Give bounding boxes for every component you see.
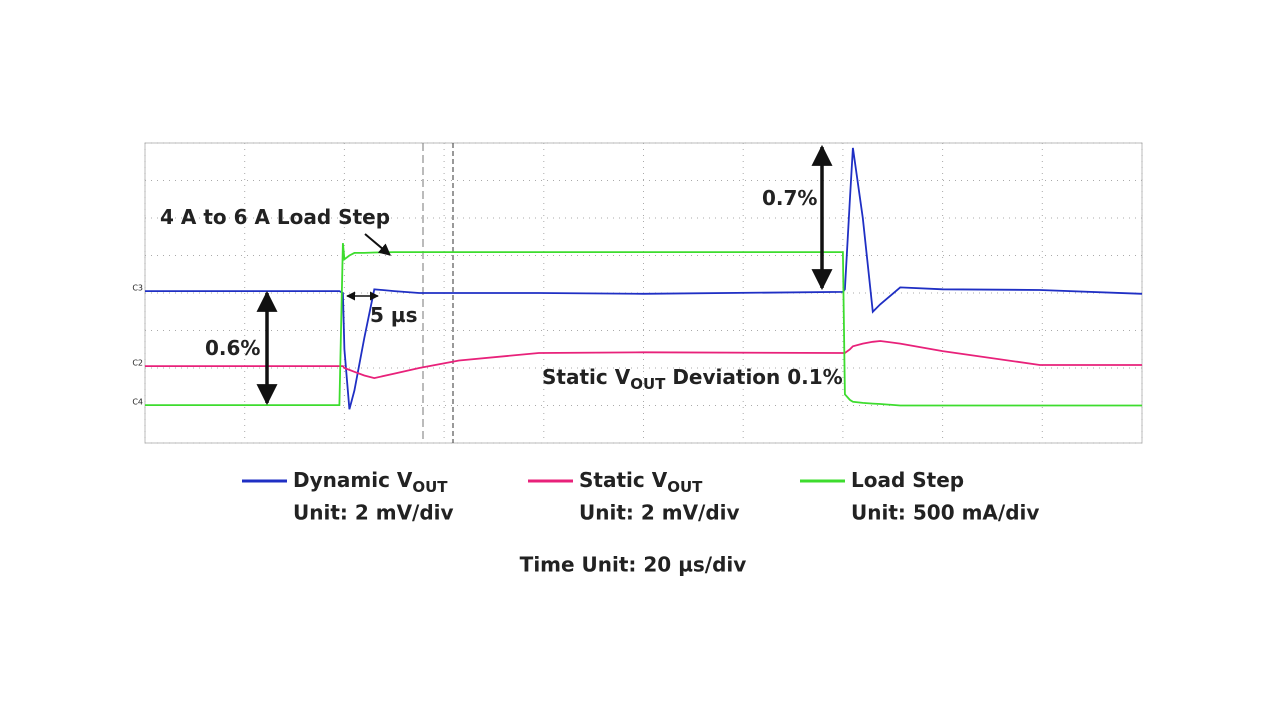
- trace: [145, 243, 1142, 407]
- traces: [145, 147, 1143, 410]
- text-part: Static V: [579, 468, 668, 492]
- label: 0.7%: [762, 186, 817, 210]
- subscript: OUT: [412, 478, 448, 496]
- text-part: 0.6%: [205, 336, 260, 360]
- arrows: [256, 144, 833, 406]
- label: Static VOUT Deviation 0.1%: [542, 365, 843, 393]
- label: 4 A to 6 A Load Step: [160, 205, 390, 229]
- arrow: [364, 233, 391, 256]
- subscript: OUT: [630, 375, 666, 393]
- legend-unit: Unit: 2 mV/div: [293, 501, 454, 525]
- x-axis-label: Time Unit: 20 µs/div: [520, 553, 747, 577]
- channel-label: C4: [132, 398, 143, 407]
- label: Dynamic VOUT: [293, 468, 448, 496]
- subscript: OUT: [667, 478, 703, 496]
- text-part: 4 A to 6 A Load Step: [160, 205, 390, 229]
- legend-unit: Unit: 500 mA/div: [851, 501, 1039, 525]
- channel-label: C3: [132, 284, 143, 293]
- label: 5 µs: [370, 303, 418, 327]
- label: 0.6%: [205, 336, 260, 360]
- text-part: Static V: [542, 365, 631, 389]
- label: Load Step: [851, 468, 964, 492]
- text-part: 5 µs: [370, 303, 418, 327]
- text-part: Load Step: [851, 468, 964, 492]
- text-part: 0.7%: [762, 186, 817, 210]
- legend-unit: Unit: 2 mV/div: [579, 501, 740, 525]
- text-part: Deviation 0.1%: [665, 365, 842, 389]
- channel-label: C2: [132, 359, 143, 368]
- text-part: Dynamic V: [293, 468, 413, 492]
- trace: [145, 340, 1142, 380]
- trace: [145, 147, 1143, 410]
- label: Static VOUT: [579, 468, 703, 496]
